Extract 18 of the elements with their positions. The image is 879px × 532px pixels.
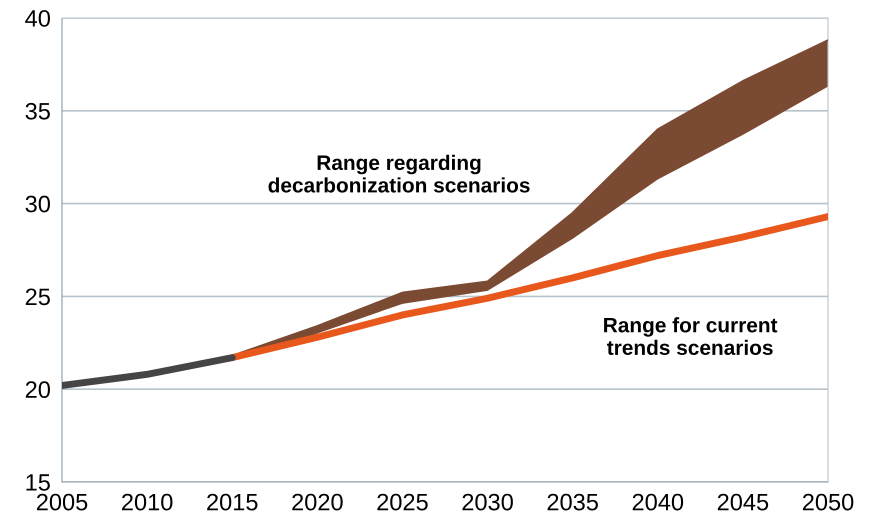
y-tick-label: 30 [26,196,50,212]
y-tick-label: 20 [26,381,50,398]
x-tick-label: 2040 [632,494,684,510]
x-tick-label: 2045 [718,494,768,510]
x-tick-label: 2050 [802,494,854,510]
y-tick-label: 40 [25,10,50,27]
y-tick-label: 15 [26,474,50,491]
x-tick-label: 2015 [207,494,258,510]
annotation: Range regarding decarbonization scenarios [268,154,530,193]
x-tick-label: 2025 [377,494,428,510]
x-tick-label: 2035 [548,494,598,510]
x-tick-label: 2030 [462,494,513,510]
y-tick-label: 35 [26,102,50,120]
x-tick-label: 2005 [36,494,88,510]
annotation: Range for current trends scenarios [604,317,778,356]
x-tick-label: 2020 [292,494,343,510]
x-tick-label: 2010 [122,494,172,510]
y-tick-label: 25 [26,288,50,306]
